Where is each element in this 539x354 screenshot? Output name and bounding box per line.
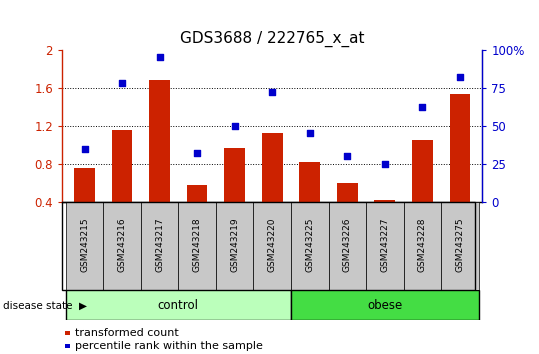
Text: GSM243217: GSM243217 <box>155 217 164 272</box>
Bar <box>66 290 291 320</box>
Point <box>118 80 126 86</box>
Bar <box>187 185 208 202</box>
Point <box>268 89 277 95</box>
Bar <box>66 202 103 290</box>
Bar <box>149 80 170 202</box>
Text: GSM243216: GSM243216 <box>118 217 127 272</box>
Bar <box>328 202 366 290</box>
Bar <box>291 290 479 320</box>
Text: GSM243228: GSM243228 <box>418 217 427 272</box>
Text: control: control <box>158 299 199 312</box>
Bar <box>375 200 395 202</box>
Bar <box>224 148 245 202</box>
Bar <box>178 202 216 290</box>
Text: GSM243219: GSM243219 <box>230 217 239 272</box>
Point <box>418 104 427 110</box>
Point <box>306 131 314 136</box>
Point <box>343 153 351 159</box>
Bar <box>262 133 282 202</box>
Bar <box>404 202 441 290</box>
Point <box>455 74 464 80</box>
Bar <box>65 344 70 348</box>
Text: GSM243225: GSM243225 <box>305 217 314 272</box>
Text: GSM243218: GSM243218 <box>192 217 202 272</box>
Bar <box>291 202 328 290</box>
Point <box>381 161 389 167</box>
Bar <box>216 202 253 290</box>
Bar <box>141 202 178 290</box>
Text: GSM243275: GSM243275 <box>455 217 465 272</box>
Bar <box>366 202 404 290</box>
Text: GSM243220: GSM243220 <box>268 217 277 272</box>
Bar <box>450 94 470 202</box>
Bar <box>74 169 95 202</box>
Bar <box>299 162 320 202</box>
Text: obese: obese <box>367 299 403 312</box>
Point <box>193 150 202 156</box>
Bar <box>253 202 291 290</box>
Bar <box>112 130 133 202</box>
Text: GSM243215: GSM243215 <box>80 217 89 272</box>
Bar <box>412 140 433 202</box>
Bar <box>337 183 357 202</box>
Point <box>230 123 239 129</box>
Text: disease state  ▶: disease state ▶ <box>3 300 87 310</box>
Text: percentile rank within the sample: percentile rank within the sample <box>75 341 264 351</box>
Point <box>155 54 164 60</box>
Bar <box>65 331 70 335</box>
Text: GSM243227: GSM243227 <box>381 217 389 272</box>
Point <box>80 146 89 152</box>
Title: GDS3688 / 222765_x_at: GDS3688 / 222765_x_at <box>180 30 364 47</box>
Text: transformed count: transformed count <box>75 328 179 338</box>
Bar <box>103 202 141 290</box>
Text: GSM243226: GSM243226 <box>343 217 352 272</box>
Bar <box>441 202 479 290</box>
